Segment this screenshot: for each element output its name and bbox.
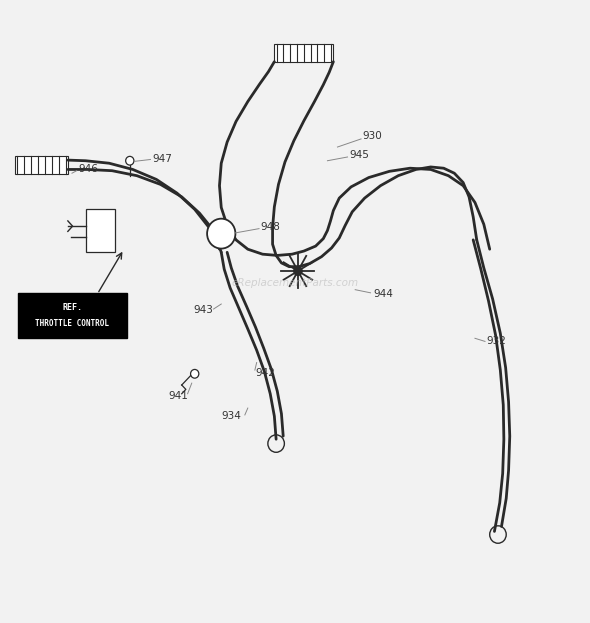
Text: 932: 932 <box>487 336 507 346</box>
Circle shape <box>126 156 134 165</box>
Text: 942: 942 <box>255 368 275 378</box>
Circle shape <box>294 267 302 275</box>
Text: 930: 930 <box>363 131 382 141</box>
Text: 947: 947 <box>152 154 172 164</box>
Text: 946: 946 <box>78 164 98 174</box>
Text: 945: 945 <box>349 150 369 159</box>
Circle shape <box>191 369 199 378</box>
Text: 943: 943 <box>194 305 214 315</box>
Circle shape <box>207 219 235 249</box>
Text: 944: 944 <box>373 289 393 299</box>
FancyBboxPatch shape <box>86 209 115 252</box>
FancyBboxPatch shape <box>18 293 127 338</box>
FancyBboxPatch shape <box>15 156 68 174</box>
Text: THROTTLE CONTROL: THROTTLE CONTROL <box>35 319 109 328</box>
Text: REF.: REF. <box>63 303 82 312</box>
Text: eReplacementParts.com: eReplacementParts.com <box>231 278 359 288</box>
Text: 948: 948 <box>261 222 281 232</box>
Text: 934: 934 <box>221 411 241 421</box>
FancyBboxPatch shape <box>274 44 333 62</box>
Text: 941: 941 <box>168 391 188 401</box>
